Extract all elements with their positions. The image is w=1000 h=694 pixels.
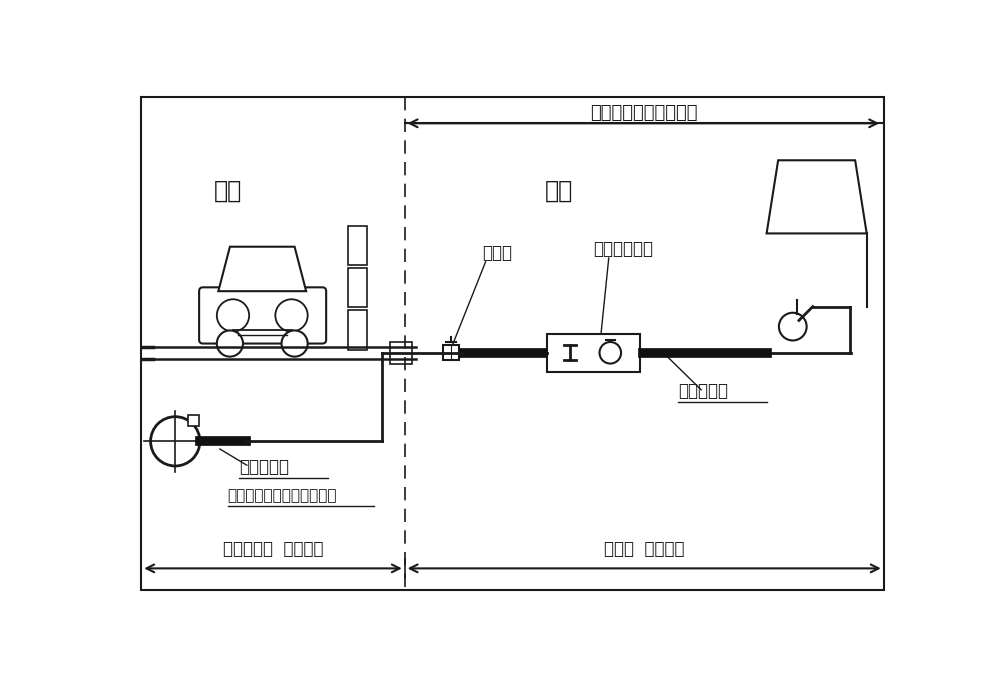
Circle shape bbox=[779, 313, 807, 341]
Circle shape bbox=[217, 330, 243, 357]
Bar bbox=[348, 226, 367, 265]
Text: 宅地: 宅地 bbox=[545, 179, 573, 203]
Text: お客様  入替範囲: お客様 入替範囲 bbox=[604, 540, 684, 558]
Bar bbox=[443, 345, 459, 360]
Polygon shape bbox=[218, 246, 306, 291]
Circle shape bbox=[282, 330, 308, 357]
Bar bbox=[348, 310, 367, 350]
Bar bbox=[188, 415, 199, 426]
Bar bbox=[348, 268, 367, 307]
Bar bbox=[390, 342, 412, 364]
Text: 鉛製給水管: 鉛製給水管 bbox=[678, 382, 728, 400]
Text: 道路: 道路 bbox=[213, 179, 242, 203]
Text: 配水管（上下水道局所有）: 配水管（上下水道局所有） bbox=[228, 488, 337, 502]
Text: 水道メーター: 水道メーター bbox=[593, 240, 653, 258]
Text: 給水管（お客様所有）: 給水管（お客様所有） bbox=[590, 103, 697, 121]
Text: 鉛製給水管: 鉛製給水管 bbox=[239, 458, 289, 476]
Bar bbox=[547, 334, 640, 372]
Text: 止水栓: 止水栓 bbox=[482, 244, 512, 262]
FancyBboxPatch shape bbox=[199, 287, 326, 344]
Text: 上下水道局  入替範囲: 上下水道局 入替範囲 bbox=[223, 540, 323, 558]
